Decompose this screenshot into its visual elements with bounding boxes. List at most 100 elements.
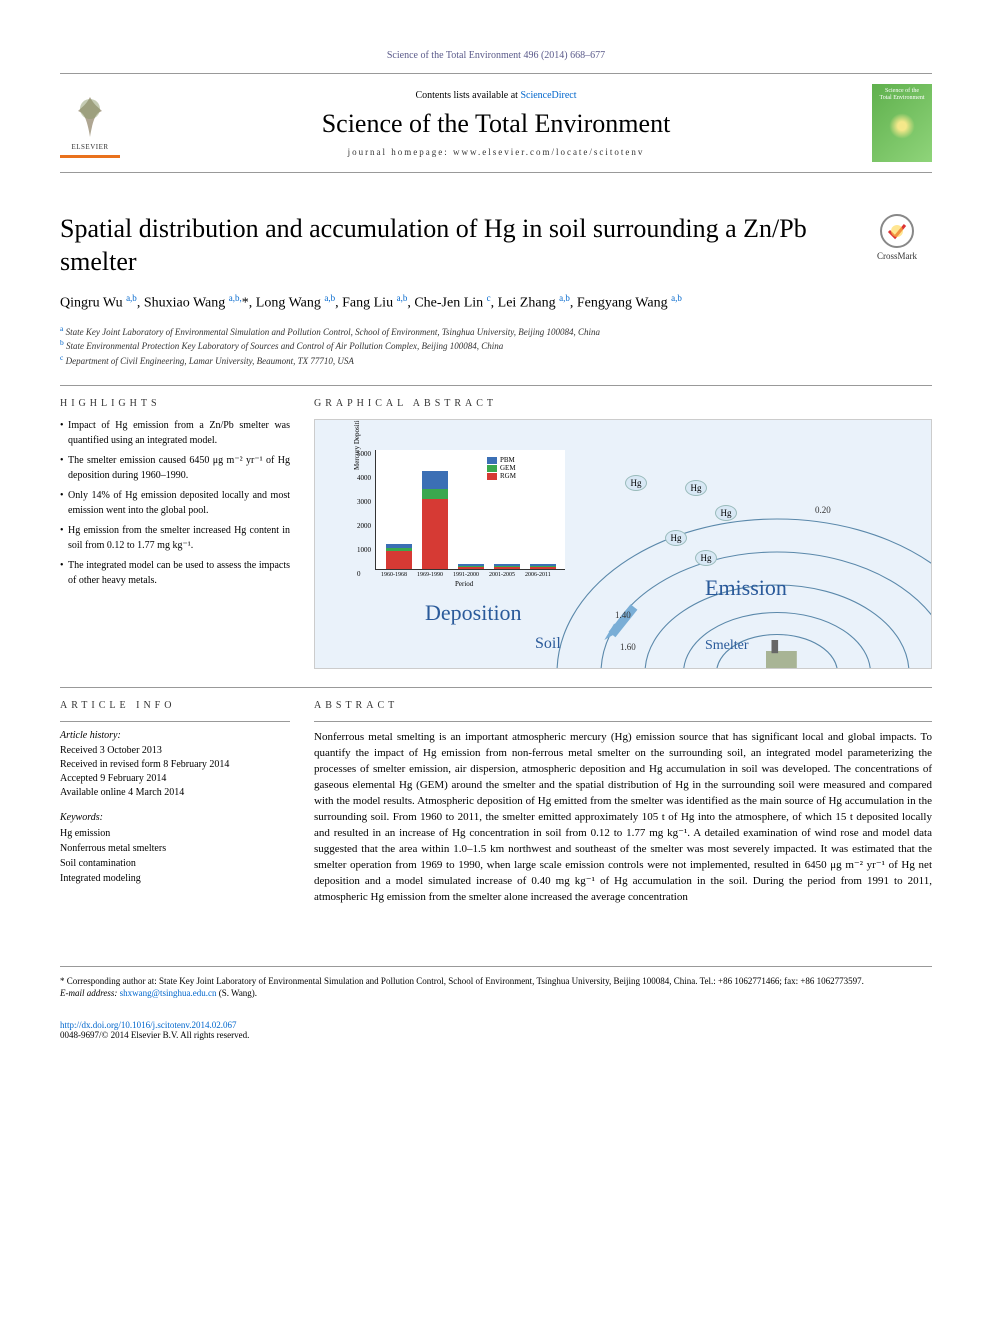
ga-bar-segment	[494, 567, 520, 569]
ga-ytick: 1000	[357, 546, 371, 554]
doi-link[interactable]: http://dx.doi.org/10.1016/j.scitotenv.20…	[60, 1020, 237, 1030]
info-abstract-row: ARTICLE INFO Article history: Received 3…	[60, 700, 932, 905]
authors-line: Qingru Wu a,b, Shuxiao Wang a,b,*, Long …	[60, 292, 932, 314]
ga-legend-label: RGM	[500, 472, 516, 480]
highlight-item: Hg emission from the smelter increased H…	[60, 524, 290, 553]
doi-block: http://dx.doi.org/10.1016/j.scitotenv.20…	[60, 1020, 932, 1040]
highlights-graphical-row: HIGHLIGHTS Impact of Hg emission from a …	[60, 398, 932, 669]
ga-ytick: 0	[357, 570, 361, 578]
ga-legend-swatch	[487, 457, 497, 464]
citation-link[interactable]: Science of the Total Environment 496 (20…	[387, 50, 605, 61]
email-label: E-mail address:	[60, 988, 120, 998]
keywords-list: Hg emissionNonferrous metal smeltersSoil…	[60, 826, 290, 886]
affiliation-b: b State Environmental Protection Key Lab…	[60, 338, 932, 353]
citation-line: Science of the Total Environment 496 (20…	[60, 50, 932, 61]
ga-y-axis-label: Mercury Deposition (μg m⁻² yr⁻¹)	[353, 419, 361, 470]
ga-bar-segment	[422, 499, 448, 569]
affiliation-c: c Department of Civil Engineering, Lamar…	[60, 353, 932, 368]
article-info-block: ARTICLE INFO Article history: Received 3…	[60, 700, 290, 905]
journal-cover-thumb: Science of the Total Environment	[872, 84, 932, 162]
highlight-item: Impact of Hg emission from a Zn/Pb smelt…	[60, 419, 290, 448]
corresponding-author: * Corresponding author at: State Key Joi…	[60, 975, 932, 988]
ga-contour-value: 0.20	[815, 505, 831, 515]
publisher-logo: ELSEVIER	[60, 88, 120, 158]
keyword-item: Integrated modeling	[60, 871, 290, 886]
ga-deposition-label: Deposition	[425, 600, 522, 626]
divider	[60, 687, 932, 688]
highlights-block: HIGHLIGHTS Impact of Hg emission from a …	[60, 398, 290, 669]
cover-line1: Science of the	[885, 88, 919, 95]
accepted-date: Accepted 9 February 2014	[60, 772, 290, 786]
ga-bar	[494, 564, 520, 569]
keywords-block: Keywords: Hg emissionNonferrous metal sm…	[60, 812, 290, 886]
article-history: Article history: Received 3 October 2013…	[60, 730, 290, 800]
graphical-abstract-block: GRAPHICAL ABSTRACT Mercury Deposition (μ…	[314, 398, 932, 669]
ga-bar	[458, 564, 484, 569]
ga-smelter-label: Smelter	[705, 638, 749, 654]
abstract-block: ABSTRACT Nonferrous metal smelting is an…	[314, 700, 932, 905]
ga-contour-value: 1.40	[615, 610, 631, 620]
highlight-item: The smelter emission caused 6450 μg m⁻² …	[60, 454, 290, 483]
contents-line: Contents lists available at ScienceDirec…	[120, 90, 872, 101]
elsevier-tree-icon	[66, 93, 114, 141]
crossmark-label: CrossMark	[862, 251, 932, 261]
graphical-abstract-label: GRAPHICAL ABSTRACT	[314, 398, 932, 409]
ga-bar-segment	[422, 489, 448, 499]
keywords-head: Keywords:	[60, 812, 290, 823]
highlights-label: HIGHLIGHTS	[60, 398, 290, 409]
ga-legend-swatch	[487, 473, 497, 480]
crossmark-badge[interactable]: CrossMark	[862, 213, 932, 261]
ga-bar-segment	[422, 471, 448, 489]
ga-bar-segment	[386, 551, 412, 569]
divider	[60, 385, 932, 386]
cover-line2: Total Environment	[879, 95, 924, 102]
ga-xtick: 1991-2000	[453, 572, 479, 578]
page-root: Science of the Total Environment 496 (20…	[0, 0, 992, 1080]
masthead: ELSEVIER Contents lists available at Sci…	[60, 73, 932, 173]
ga-bar-segment	[458, 567, 484, 569]
ga-xtick: 2001-2005	[489, 572, 515, 578]
keyword-item: Hg emission	[60, 826, 290, 841]
ga-legend: PBMGEMRGM	[485, 454, 518, 482]
history-head: Article history:	[60, 730, 290, 741]
affiliation-a: a State Key Joint Laboratory of Environm…	[60, 324, 932, 339]
ga-legend-item: GEM	[487, 464, 516, 472]
keyword-item: Soil contamination	[60, 856, 290, 871]
online-date: Available online 4 March 2014	[60, 786, 290, 800]
homepage-line: journal homepage: www.elsevier.com/locat…	[120, 147, 872, 157]
sciencedirect-link[interactable]: ScienceDirect	[520, 90, 576, 101]
ga-emission-label: Emission	[705, 575, 787, 601]
ga-ytick: 5000	[357, 450, 371, 458]
ga-bar	[422, 471, 448, 569]
article-info-label: ARTICLE INFO	[60, 700, 290, 711]
ga-xtick: 2006-2011	[525, 572, 551, 578]
crossmark-icon	[879, 213, 915, 249]
divider	[314, 721, 932, 722]
publisher-name: ELSEVIER	[71, 143, 108, 151]
email-suffix: (S. Wang).	[216, 988, 257, 998]
ga-period-label: Period	[455, 580, 473, 588]
issn-line: 0048-9697/© 2014 Elsevier B.V. All right…	[60, 1030, 932, 1040]
abstract-label: ABSTRACT	[314, 700, 932, 711]
masthead-center: Contents lists available at ScienceDirec…	[120, 90, 872, 157]
homepage-url: www.elsevier.com/locate/scitotenv	[453, 147, 644, 157]
highlights-list: Impact of Hg emission from a Zn/Pb smelt…	[60, 419, 290, 588]
keyword-item: Nonferrous metal smelters	[60, 841, 290, 856]
affiliations: a State Key Joint Laboratory of Environm…	[60, 324, 932, 368]
article-header: Spatial distribution and accumulation of…	[60, 213, 932, 278]
ga-legend-item: PBM	[487, 456, 516, 464]
ga-legend-item: RGM	[487, 472, 516, 480]
email-link[interactable]: shxwang@tsinghua.edu.cn	[120, 988, 217, 998]
divider	[60, 721, 290, 722]
highlight-item: The integrated model can be used to asse…	[60, 559, 290, 588]
ga-bar-segment	[530, 567, 556, 569]
received-date: Received 3 October 2013	[60, 744, 290, 758]
ga-legend-label: GEM	[500, 464, 516, 472]
ga-bar-chart	[375, 450, 565, 570]
ga-legend-swatch	[487, 465, 497, 472]
ga-ytick: 3000	[357, 498, 371, 506]
graphical-abstract-figure: Mercury Deposition (μg m⁻² yr⁻¹) PBMGEMR…	[314, 419, 932, 669]
ga-bar	[530, 564, 556, 569]
journal-title: Science of the Total Environment	[120, 109, 872, 139]
ga-legend-label: PBM	[500, 456, 515, 464]
